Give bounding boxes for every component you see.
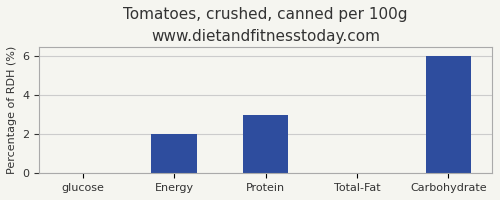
Bar [152,134,197,173]
Bar [426,56,472,173]
Bar [243,115,288,173]
Title: Tomatoes, crushed, canned per 100g
www.dietandfitnesstoday.com: Tomatoes, crushed, canned per 100g www.d… [124,7,408,44]
Y-axis label: Percentage of RDH (%): Percentage of RDH (%) [7,46,17,174]
